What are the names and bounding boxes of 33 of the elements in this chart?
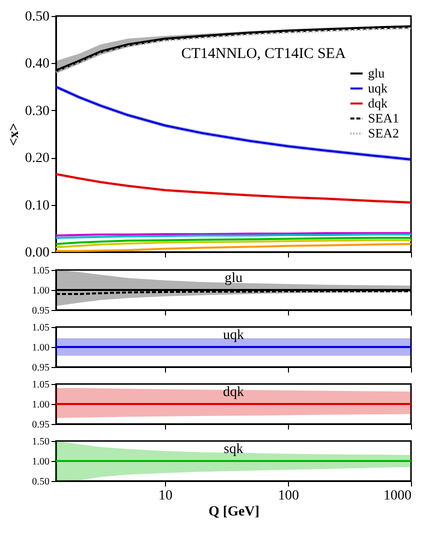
y-tick-label: 1.05 (32, 322, 50, 334)
chart-title: dqk (223, 385, 244, 400)
y-tick-label: 0.95 (32, 362, 50, 374)
x-axis-title: Q [GeV] (208, 504, 260, 520)
y-tick-label: 0.50 (32, 476, 50, 488)
y-tick-label: 1.00 (32, 342, 50, 354)
legend-label: glu (368, 66, 386, 80)
y-tick-label: 1.00 (32, 400, 50, 410)
y-tick-label: 1.00 (32, 286, 50, 296)
y-axis-title: <x> (7, 123, 22, 146)
legend-label: uqk (368, 80, 388, 96)
x-tick-label: 10 (158, 488, 172, 504)
y-tick-label: 0.95 (32, 306, 50, 316)
y-tick-label: 0.95 (32, 420, 50, 430)
y-tick-label: 0.00 (25, 246, 50, 260)
chart-title: uqk (223, 328, 244, 343)
y-tick-label: 0.40 (25, 56, 50, 72)
y-tick-label: 0.50 (25, 10, 50, 24)
chart-title: glu (224, 271, 242, 286)
y-tick-label: 1.00 (32, 456, 50, 468)
text: CT14NNLO, CT14IC SEA (181, 46, 346, 62)
y-tick-label: 1.05 (32, 266, 50, 276)
x-tick-label: 100 (278, 488, 299, 504)
y-tick-label: 0.30 (25, 104, 50, 119)
y-tick-label: 1.05 (32, 380, 50, 390)
y-tick-label: 0.10 (25, 198, 50, 214)
legend-label: SEA1 (368, 110, 400, 126)
legend-label: SEA2 (368, 126, 400, 140)
y-tick-label: 1.50 (32, 436, 50, 448)
chart-title: sqk (224, 442, 244, 457)
y-tick-label: 0.20 (25, 151, 50, 166)
legend-label: dqk (368, 96, 388, 110)
x-tick-label: 1000 (384, 488, 412, 504)
